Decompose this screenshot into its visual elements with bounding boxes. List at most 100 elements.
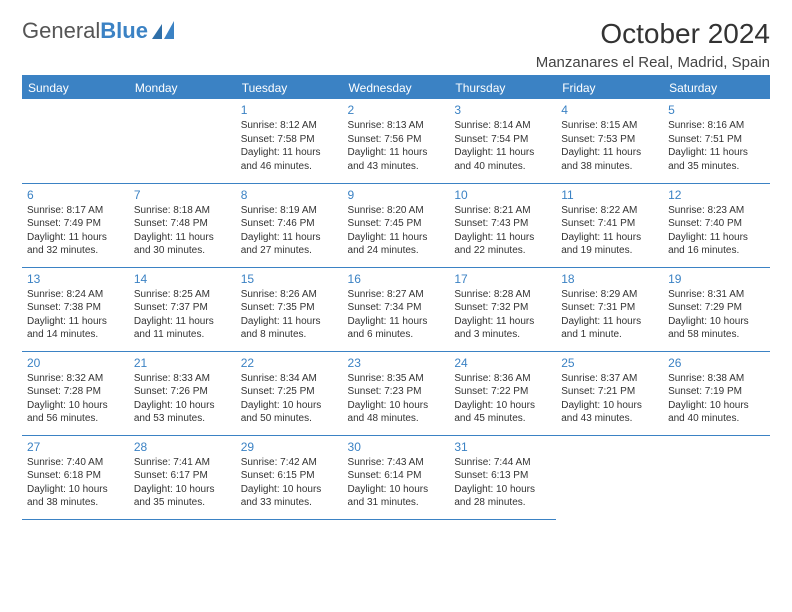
daylight-text: Daylight: 11 hours and 40 minutes. [454,146,551,173]
sunrise-text: Sunrise: 8:21 AM [454,204,551,218]
day-number: 24 [454,355,551,371]
day-number: 8 [241,187,338,203]
daylight-text: Daylight: 10 hours and 40 minutes. [668,399,765,426]
calendar-cell: 3Sunrise: 8:14 AMSunset: 7:54 PMDaylight… [449,99,556,183]
sunset-text: Sunset: 7:21 PM [561,385,658,399]
sunset-text: Sunset: 7:19 PM [668,385,765,399]
calendar-cell: 8Sunrise: 8:19 AMSunset: 7:46 PMDaylight… [236,183,343,267]
day-number: 13 [27,271,124,287]
day-number: 4 [561,102,658,118]
calendar-cell: 31Sunrise: 7:44 AMSunset: 6:13 PMDayligh… [449,435,556,519]
logo: GeneralBlue [22,18,178,44]
daylight-text: Daylight: 11 hours and 11 minutes. [134,315,231,342]
sunrise-text: Sunrise: 7:41 AM [134,456,231,470]
calendar-cell: 20Sunrise: 8:32 AMSunset: 7:28 PMDayligh… [22,351,129,435]
calendar-cell: 25Sunrise: 8:37 AMSunset: 7:21 PMDayligh… [556,351,663,435]
calendar-cell: 14Sunrise: 8:25 AMSunset: 7:37 PMDayligh… [129,267,236,351]
sunset-text: Sunset: 7:29 PM [668,301,765,315]
day-number: 28 [134,439,231,455]
day-number: 23 [348,355,445,371]
sunrise-text: Sunrise: 8:31 AM [668,288,765,302]
daylight-text: Daylight: 10 hours and 56 minutes. [27,399,124,426]
daylight-text: Daylight: 10 hours and 50 minutes. [241,399,338,426]
daylight-text: Daylight: 11 hours and 3 minutes. [454,315,551,342]
calendar-cell: 4Sunrise: 8:15 AMSunset: 7:53 PMDaylight… [556,99,663,183]
sunrise-text: Sunrise: 8:32 AM [27,372,124,386]
sunrise-text: Sunrise: 8:38 AM [668,372,765,386]
sunrise-text: Sunrise: 8:28 AM [454,288,551,302]
calendar-cell: 26Sunrise: 8:38 AMSunset: 7:19 PMDayligh… [663,351,770,435]
day-number: 9 [348,187,445,203]
sunrise-text: Sunrise: 7:40 AM [27,456,124,470]
day-header: Saturday [663,77,770,99]
daylight-text: Daylight: 11 hours and 8 minutes. [241,315,338,342]
sunset-text: Sunset: 7:32 PM [454,301,551,315]
daylight-text: Daylight: 11 hours and 32 minutes. [27,231,124,258]
logo-text-1: General [22,18,100,44]
sunset-text: Sunset: 7:43 PM [454,217,551,231]
sunset-text: Sunset: 7:37 PM [134,301,231,315]
day-number: 7 [134,187,231,203]
calendar-cell: 2Sunrise: 8:13 AMSunset: 7:56 PMDaylight… [343,99,450,183]
daylight-text: Daylight: 10 hours and 58 minutes. [668,315,765,342]
day-number: 18 [561,271,658,287]
day-number: 14 [134,271,231,287]
sunrise-text: Sunrise: 8:25 AM [134,288,231,302]
calendar-cell: 10Sunrise: 8:21 AMSunset: 7:43 PMDayligh… [449,183,556,267]
sunset-text: Sunset: 7:54 PM [454,133,551,147]
calendar-cell [663,435,770,519]
sunrise-text: Sunrise: 8:14 AM [454,119,551,133]
daylight-text: Daylight: 10 hours and 45 minutes. [454,399,551,426]
location: Manzanares el Real, Madrid, Spain [22,54,770,77]
calendar-body: 1Sunrise: 8:12 AMSunset: 7:58 PMDaylight… [22,99,770,519]
sunrise-text: Sunrise: 7:43 AM [348,456,445,470]
sunrise-text: Sunrise: 8:18 AM [134,204,231,218]
sunrise-text: Sunrise: 8:22 AM [561,204,658,218]
calendar-head: SundayMondayTuesdayWednesdayThursdayFrid… [22,77,770,99]
logo-sail-icon [152,21,178,41]
day-number: 16 [348,271,445,287]
title-block: October 2024 [600,18,770,50]
header: GeneralBlue October 2024 [22,18,770,50]
calendar-cell: 18Sunrise: 8:29 AMSunset: 7:31 PMDayligh… [556,267,663,351]
daylight-text: Daylight: 11 hours and 38 minutes. [561,146,658,173]
sunrise-text: Sunrise: 8:19 AM [241,204,338,218]
day-number: 26 [668,355,765,371]
day-number: 21 [134,355,231,371]
sunrise-text: Sunrise: 8:36 AM [454,372,551,386]
day-number: 25 [561,355,658,371]
sunrise-text: Sunrise: 7:42 AM [241,456,338,470]
day-header: Sunday [22,77,129,99]
day-header: Tuesday [236,77,343,99]
daylight-text: Daylight: 11 hours and 30 minutes. [134,231,231,258]
sunrise-text: Sunrise: 8:37 AM [561,372,658,386]
calendar-cell [556,435,663,519]
sunset-text: Sunset: 7:26 PM [134,385,231,399]
daylight-text: Daylight: 11 hours and 35 minutes. [668,146,765,173]
daylight-text: Daylight: 11 hours and 16 minutes. [668,231,765,258]
day-header: Monday [129,77,236,99]
sunset-text: Sunset: 6:15 PM [241,469,338,483]
calendar-cell: 5Sunrise: 8:16 AMSunset: 7:51 PMDaylight… [663,99,770,183]
daylight-text: Daylight: 11 hours and 22 minutes. [454,231,551,258]
calendar-cell: 7Sunrise: 8:18 AMSunset: 7:48 PMDaylight… [129,183,236,267]
calendar-cell: 1Sunrise: 8:12 AMSunset: 7:58 PMDaylight… [236,99,343,183]
sunset-text: Sunset: 7:58 PM [241,133,338,147]
daylight-text: Daylight: 11 hours and 24 minutes. [348,231,445,258]
sunrise-text: Sunrise: 8:15 AM [561,119,658,133]
day-header: Wednesday [343,77,450,99]
calendar-cell [129,99,236,183]
sunrise-text: Sunrise: 7:44 AM [454,456,551,470]
day-number: 29 [241,439,338,455]
sunset-text: Sunset: 6:18 PM [27,469,124,483]
sunset-text: Sunset: 7:31 PM [561,301,658,315]
sunset-text: Sunset: 7:34 PM [348,301,445,315]
sunset-text: Sunset: 7:23 PM [348,385,445,399]
day-number: 15 [241,271,338,287]
daylight-text: Daylight: 10 hours and 53 minutes. [134,399,231,426]
sunrise-text: Sunrise: 8:20 AM [348,204,445,218]
day-number: 2 [348,102,445,118]
calendar-cell [22,99,129,183]
calendar-cell: 21Sunrise: 8:33 AMSunset: 7:26 PMDayligh… [129,351,236,435]
calendar-cell: 29Sunrise: 7:42 AMSunset: 6:15 PMDayligh… [236,435,343,519]
